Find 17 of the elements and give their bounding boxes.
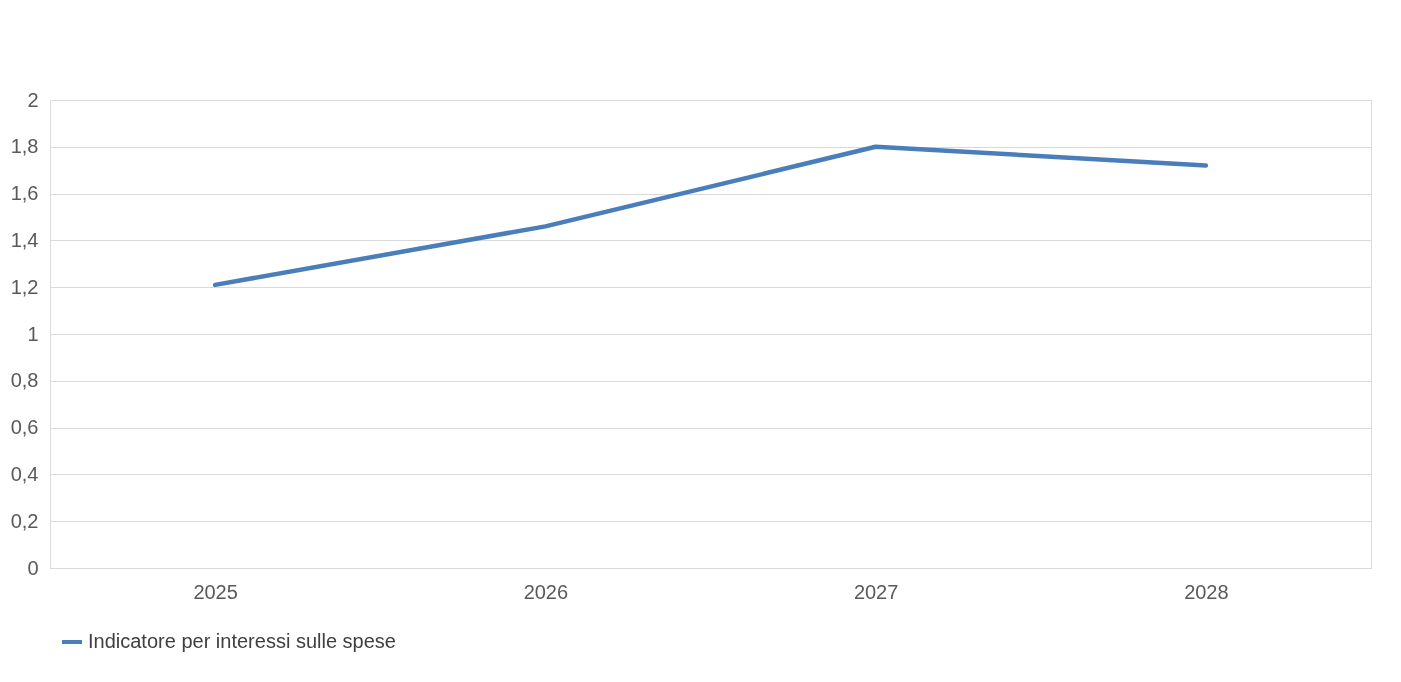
y-tick-label: 0,4 <box>10 462 39 485</box>
x-tick-label: 2027 <box>853 580 899 603</box>
y-tick-label: 0,8 <box>10 369 39 392</box>
legend-label: Indicatore per interessi sulle spese <box>88 630 396 652</box>
y-tick-label: 0 <box>27 556 39 579</box>
y-tick-label: 1,2 <box>10 275 39 298</box>
y-tick-label: 0,2 <box>10 509 39 532</box>
line-series <box>212 144 1209 288</box>
y-tick-label: 1,4 <box>10 228 39 251</box>
y-tick-label: 0,6 <box>10 416 39 439</box>
y-tick-label: 2 <box>27 88 39 111</box>
x-tick-label: 2025 <box>193 580 238 603</box>
x-tick-label: 2028 <box>1184 580 1229 603</box>
x-tick-label: 2026 <box>523 580 569 603</box>
y-tick-label: 1,6 <box>10 182 39 205</box>
y-tick-label: 1 <box>27 322 39 345</box>
y-tick-label: 1,8 <box>10 135 39 158</box>
